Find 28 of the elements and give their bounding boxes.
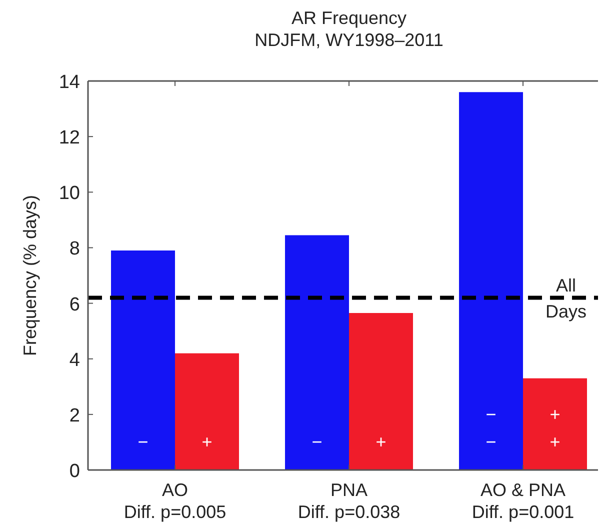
y-tick-label: 6 — [69, 294, 80, 316]
x-tick-label: PNA Diff. p=0.038 — [298, 480, 400, 522]
y-tick-label: 10 — [58, 183, 80, 204]
annotation: − — [312, 432, 322, 452]
x-tick-label: AO & PNA Diff. p=0.001 — [472, 480, 574, 522]
y-tick-label: 8 — [69, 238, 80, 260]
y-tick-label: 0 — [69, 461, 80, 482]
bar — [523, 378, 587, 470]
x-tick-label: AO Diff. p=0.005 — [124, 480, 226, 522]
annotation: − — [486, 404, 496, 424]
ref-line-label: All Days — [545, 276, 587, 322]
y-tick-label: 4 — [69, 350, 80, 371]
y-tick-label: 12 — [58, 128, 80, 149]
bar — [459, 92, 523, 470]
bar — [111, 250, 175, 470]
y-axis-title: Frequency (% days) — [20, 194, 40, 356]
y-tick-label: 2 — [69, 405, 80, 426]
bar — [175, 353, 239, 470]
bar — [349, 313, 413, 470]
annotation: − — [486, 432, 496, 452]
annotation: + — [550, 432, 560, 452]
annotation: − — [138, 432, 148, 452]
annotation: + — [376, 432, 386, 452]
annotation: + — [550, 404, 560, 424]
y-tick-label: 14 — [58, 72, 80, 93]
annotation: + — [202, 432, 212, 452]
bar — [285, 235, 349, 470]
chart-title: AR Frequency NDJFM, WY1998–2011 — [254, 8, 444, 50]
